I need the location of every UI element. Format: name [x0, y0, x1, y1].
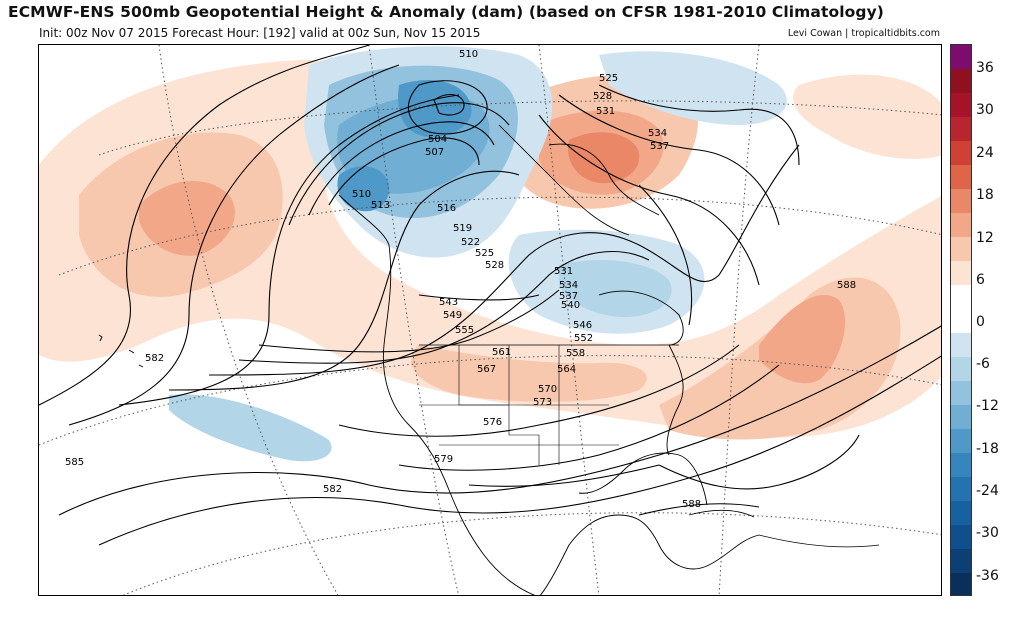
- contour-label: 543: [439, 297, 458, 308]
- contour-label: 588: [837, 280, 856, 291]
- colorbar-cell: [951, 525, 971, 549]
- contour-label: 555: [455, 325, 474, 336]
- contour-label: 525: [475, 248, 494, 259]
- colorbar-label: 12: [976, 230, 994, 246]
- colorbar-label: -36: [976, 568, 999, 584]
- map-title: ECMWF-ENS 500mb Geopotential Height & An…: [8, 3, 884, 21]
- contour-label: 504: [428, 134, 447, 145]
- contour-label: 513: [371, 200, 390, 211]
- contour-label: 564: [557, 364, 576, 375]
- colorbar-cell: [951, 213, 971, 237]
- colorbar-label: -24: [976, 483, 999, 499]
- contour-label: 540: [561, 300, 580, 311]
- contour-label: 510: [352, 189, 371, 200]
- colorbar-cell: [951, 549, 971, 573]
- contour-label: 546: [573, 320, 592, 331]
- credit-text: Levi Cowan | tropicaltidbits.com: [787, 28, 940, 39]
- colorbar-cell: [951, 93, 971, 117]
- contour-label: 558: [566, 348, 585, 359]
- contour-label: 534: [559, 280, 578, 291]
- contour-label: 531: [554, 266, 573, 277]
- contour-label: 528: [593, 91, 612, 102]
- colorbar-cell: [951, 405, 971, 429]
- colorbar-cell: [951, 69, 971, 93]
- contour-label: 537: [559, 291, 578, 302]
- contour-label: 552: [574, 333, 593, 344]
- negative-anomaly-shading: [169, 46, 787, 462]
- contour-label: 510: [459, 49, 478, 60]
- contour-label: 582: [323, 484, 342, 495]
- contour-label: 579: [434, 454, 453, 465]
- contour-label: 570: [538, 384, 557, 395]
- contour-label: 576: [483, 417, 502, 428]
- contour-label: 531: [596, 106, 615, 117]
- colorbar-cell: [951, 477, 971, 501]
- colorbar-cell: [951, 261, 971, 285]
- colorbar-label: 36: [976, 60, 994, 76]
- map-canvas: 510 525 528 531 534 537 504 507 510 513 …: [39, 45, 941, 595]
- contour-label: 585: [65, 457, 84, 468]
- colorbar-cell: [951, 309, 971, 333]
- colorbar-label: 24: [976, 145, 994, 161]
- anomaly-colorbar: [950, 44, 972, 596]
- contour-labels: 510 525 528 531 534 537 504 507 510 513 …: [65, 49, 856, 510]
- contour-label: 507: [425, 147, 444, 158]
- colorbar-cell: [951, 501, 971, 525]
- contour-label: 588: [682, 499, 701, 510]
- colorbar-label: 0: [976, 314, 985, 330]
- contour-label: 573: [533, 397, 552, 408]
- contour-label: 522: [461, 237, 480, 248]
- contour-label: 537: [650, 141, 669, 152]
- colorbar-cell: [951, 357, 971, 381]
- colorbar-label: 30: [976, 102, 994, 118]
- colorbar-cell: [951, 381, 971, 405]
- colorbar-cell: [951, 141, 971, 165]
- colorbar-label: -30: [976, 525, 999, 541]
- colorbar-cell: [951, 429, 971, 453]
- contour-label: 534: [648, 128, 667, 139]
- coastlines-and-borders: [98, 124, 880, 595]
- contour-label: 525: [599, 73, 618, 84]
- positive-anomaly-shading: [39, 59, 941, 440]
- colorbar-cell: [951, 453, 971, 477]
- contour-label: 567: [477, 364, 496, 375]
- colorbar-cell: [951, 333, 971, 357]
- contour-label: 528: [485, 260, 504, 271]
- colorbar-label: -12: [976, 398, 999, 414]
- colorbar-cell: [951, 189, 971, 213]
- colorbar-cell: [951, 45, 971, 69]
- colorbar-cell: [951, 165, 971, 189]
- colorbar-label: 18: [976, 187, 994, 203]
- colorbar-cell: [951, 117, 971, 141]
- contour-label: 561: [492, 347, 511, 358]
- lat-lon-grid: [39, 45, 941, 595]
- colorbar-label: 6: [976, 272, 985, 288]
- colorbar-cell: [951, 573, 971, 595]
- height-contours: [39, 45, 941, 546]
- contour-label: 582: [145, 353, 164, 364]
- colorbar-label: -6: [976, 356, 990, 372]
- map-panel: 510 525 528 531 534 537 504 507 510 513 …: [38, 44, 942, 596]
- contour-label: 549: [443, 310, 462, 321]
- contour-label: 516: [437, 203, 456, 214]
- colorbar-cell: [951, 285, 971, 309]
- contour-label: 519: [453, 223, 472, 234]
- colorbar-label: -18: [976, 441, 999, 457]
- map-subtitle: Init: 00z Nov 07 2015 Forecast Hour: [19…: [39, 26, 481, 40]
- colorbar-cell: [951, 237, 971, 261]
